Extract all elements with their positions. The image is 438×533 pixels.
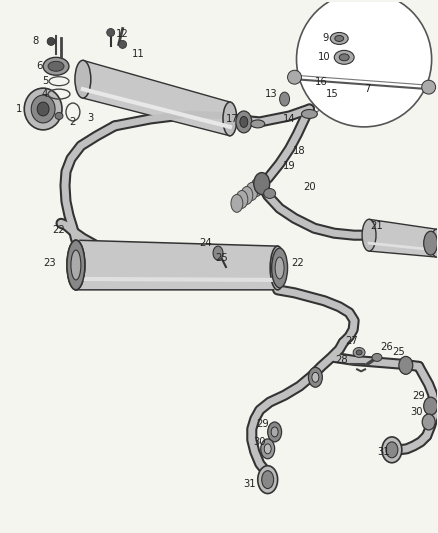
Ellipse shape [67, 240, 85, 290]
Ellipse shape [75, 60, 91, 98]
Text: 31: 31 [244, 479, 256, 489]
Text: 28: 28 [335, 356, 347, 366]
Text: 23: 23 [43, 258, 55, 268]
Circle shape [119, 41, 127, 49]
Ellipse shape [231, 195, 243, 212]
Text: 24: 24 [199, 238, 212, 248]
Ellipse shape [254, 173, 270, 195]
Text: 15: 15 [326, 89, 339, 99]
Text: 22: 22 [291, 258, 304, 268]
Text: 20: 20 [303, 182, 316, 191]
Ellipse shape [272, 248, 288, 288]
Text: 30: 30 [410, 407, 423, 417]
Text: 25: 25 [392, 348, 405, 358]
Ellipse shape [264, 189, 276, 198]
Text: 21: 21 [371, 221, 383, 231]
Ellipse shape [270, 246, 285, 290]
Circle shape [288, 70, 301, 84]
Text: 6: 6 [36, 61, 42, 71]
Circle shape [297, 0, 431, 127]
Ellipse shape [24, 88, 62, 130]
Ellipse shape [37, 102, 49, 116]
Polygon shape [76, 240, 278, 290]
Text: 19: 19 [283, 160, 296, 171]
Ellipse shape [399, 357, 413, 374]
Text: 25: 25 [215, 253, 228, 263]
Ellipse shape [246, 182, 258, 200]
Text: 4: 4 [42, 89, 48, 99]
Ellipse shape [236, 190, 248, 208]
Text: 17: 17 [226, 114, 238, 124]
Text: 8: 8 [32, 36, 38, 46]
Ellipse shape [43, 58, 69, 75]
Ellipse shape [335, 36, 344, 42]
Circle shape [47, 37, 55, 45]
Circle shape [107, 29, 115, 36]
Ellipse shape [223, 102, 237, 136]
Ellipse shape [372, 353, 382, 361]
Ellipse shape [258, 466, 278, 494]
Text: 9: 9 [322, 34, 328, 44]
Text: 18: 18 [293, 146, 306, 156]
Circle shape [422, 80, 436, 94]
Polygon shape [83, 60, 230, 136]
Ellipse shape [339, 54, 349, 61]
Ellipse shape [312, 373, 319, 382]
Ellipse shape [314, 90, 324, 102]
Ellipse shape [213, 246, 223, 260]
Text: 27: 27 [345, 336, 357, 345]
Ellipse shape [353, 348, 365, 358]
Ellipse shape [271, 427, 278, 437]
Text: 29: 29 [256, 419, 269, 429]
Text: 26: 26 [381, 343, 393, 352]
Ellipse shape [334, 51, 354, 64]
Ellipse shape [279, 92, 290, 106]
Ellipse shape [251, 179, 263, 197]
Text: 13: 13 [265, 89, 278, 99]
Ellipse shape [67, 240, 85, 290]
Text: 10: 10 [318, 52, 331, 62]
Text: 30: 30 [254, 437, 266, 447]
Text: 11: 11 [132, 50, 145, 59]
Text: 22: 22 [53, 225, 65, 235]
Ellipse shape [262, 471, 274, 489]
Text: 1: 1 [16, 104, 22, 114]
Text: 5: 5 [42, 76, 48, 86]
Ellipse shape [71, 250, 81, 280]
Text: 29: 29 [412, 391, 425, 401]
Ellipse shape [48, 61, 64, 71]
Ellipse shape [251, 120, 265, 128]
Text: 12: 12 [116, 29, 129, 39]
Ellipse shape [31, 95, 55, 123]
Text: 3: 3 [88, 113, 94, 123]
Ellipse shape [268, 422, 282, 442]
Ellipse shape [241, 187, 253, 204]
Text: 14: 14 [283, 114, 296, 124]
Ellipse shape [55, 112, 63, 119]
Ellipse shape [275, 257, 284, 279]
Ellipse shape [330, 33, 348, 44]
Text: 16: 16 [315, 77, 328, 87]
Ellipse shape [356, 350, 362, 355]
Ellipse shape [307, 79, 316, 91]
Text: 2: 2 [70, 117, 76, 127]
Ellipse shape [240, 116, 248, 127]
Ellipse shape [308, 367, 322, 387]
Ellipse shape [424, 231, 438, 255]
Ellipse shape [264, 444, 271, 454]
Ellipse shape [424, 397, 438, 415]
Ellipse shape [261, 439, 275, 459]
Text: 7: 7 [364, 84, 370, 94]
Ellipse shape [382, 437, 402, 463]
Text: 31: 31 [378, 447, 390, 457]
Ellipse shape [256, 175, 268, 192]
Ellipse shape [422, 414, 435, 430]
Ellipse shape [431, 229, 438, 257]
Ellipse shape [386, 442, 398, 458]
Ellipse shape [362, 219, 376, 251]
Ellipse shape [301, 109, 318, 118]
Polygon shape [369, 219, 437, 257]
Ellipse shape [236, 111, 252, 133]
